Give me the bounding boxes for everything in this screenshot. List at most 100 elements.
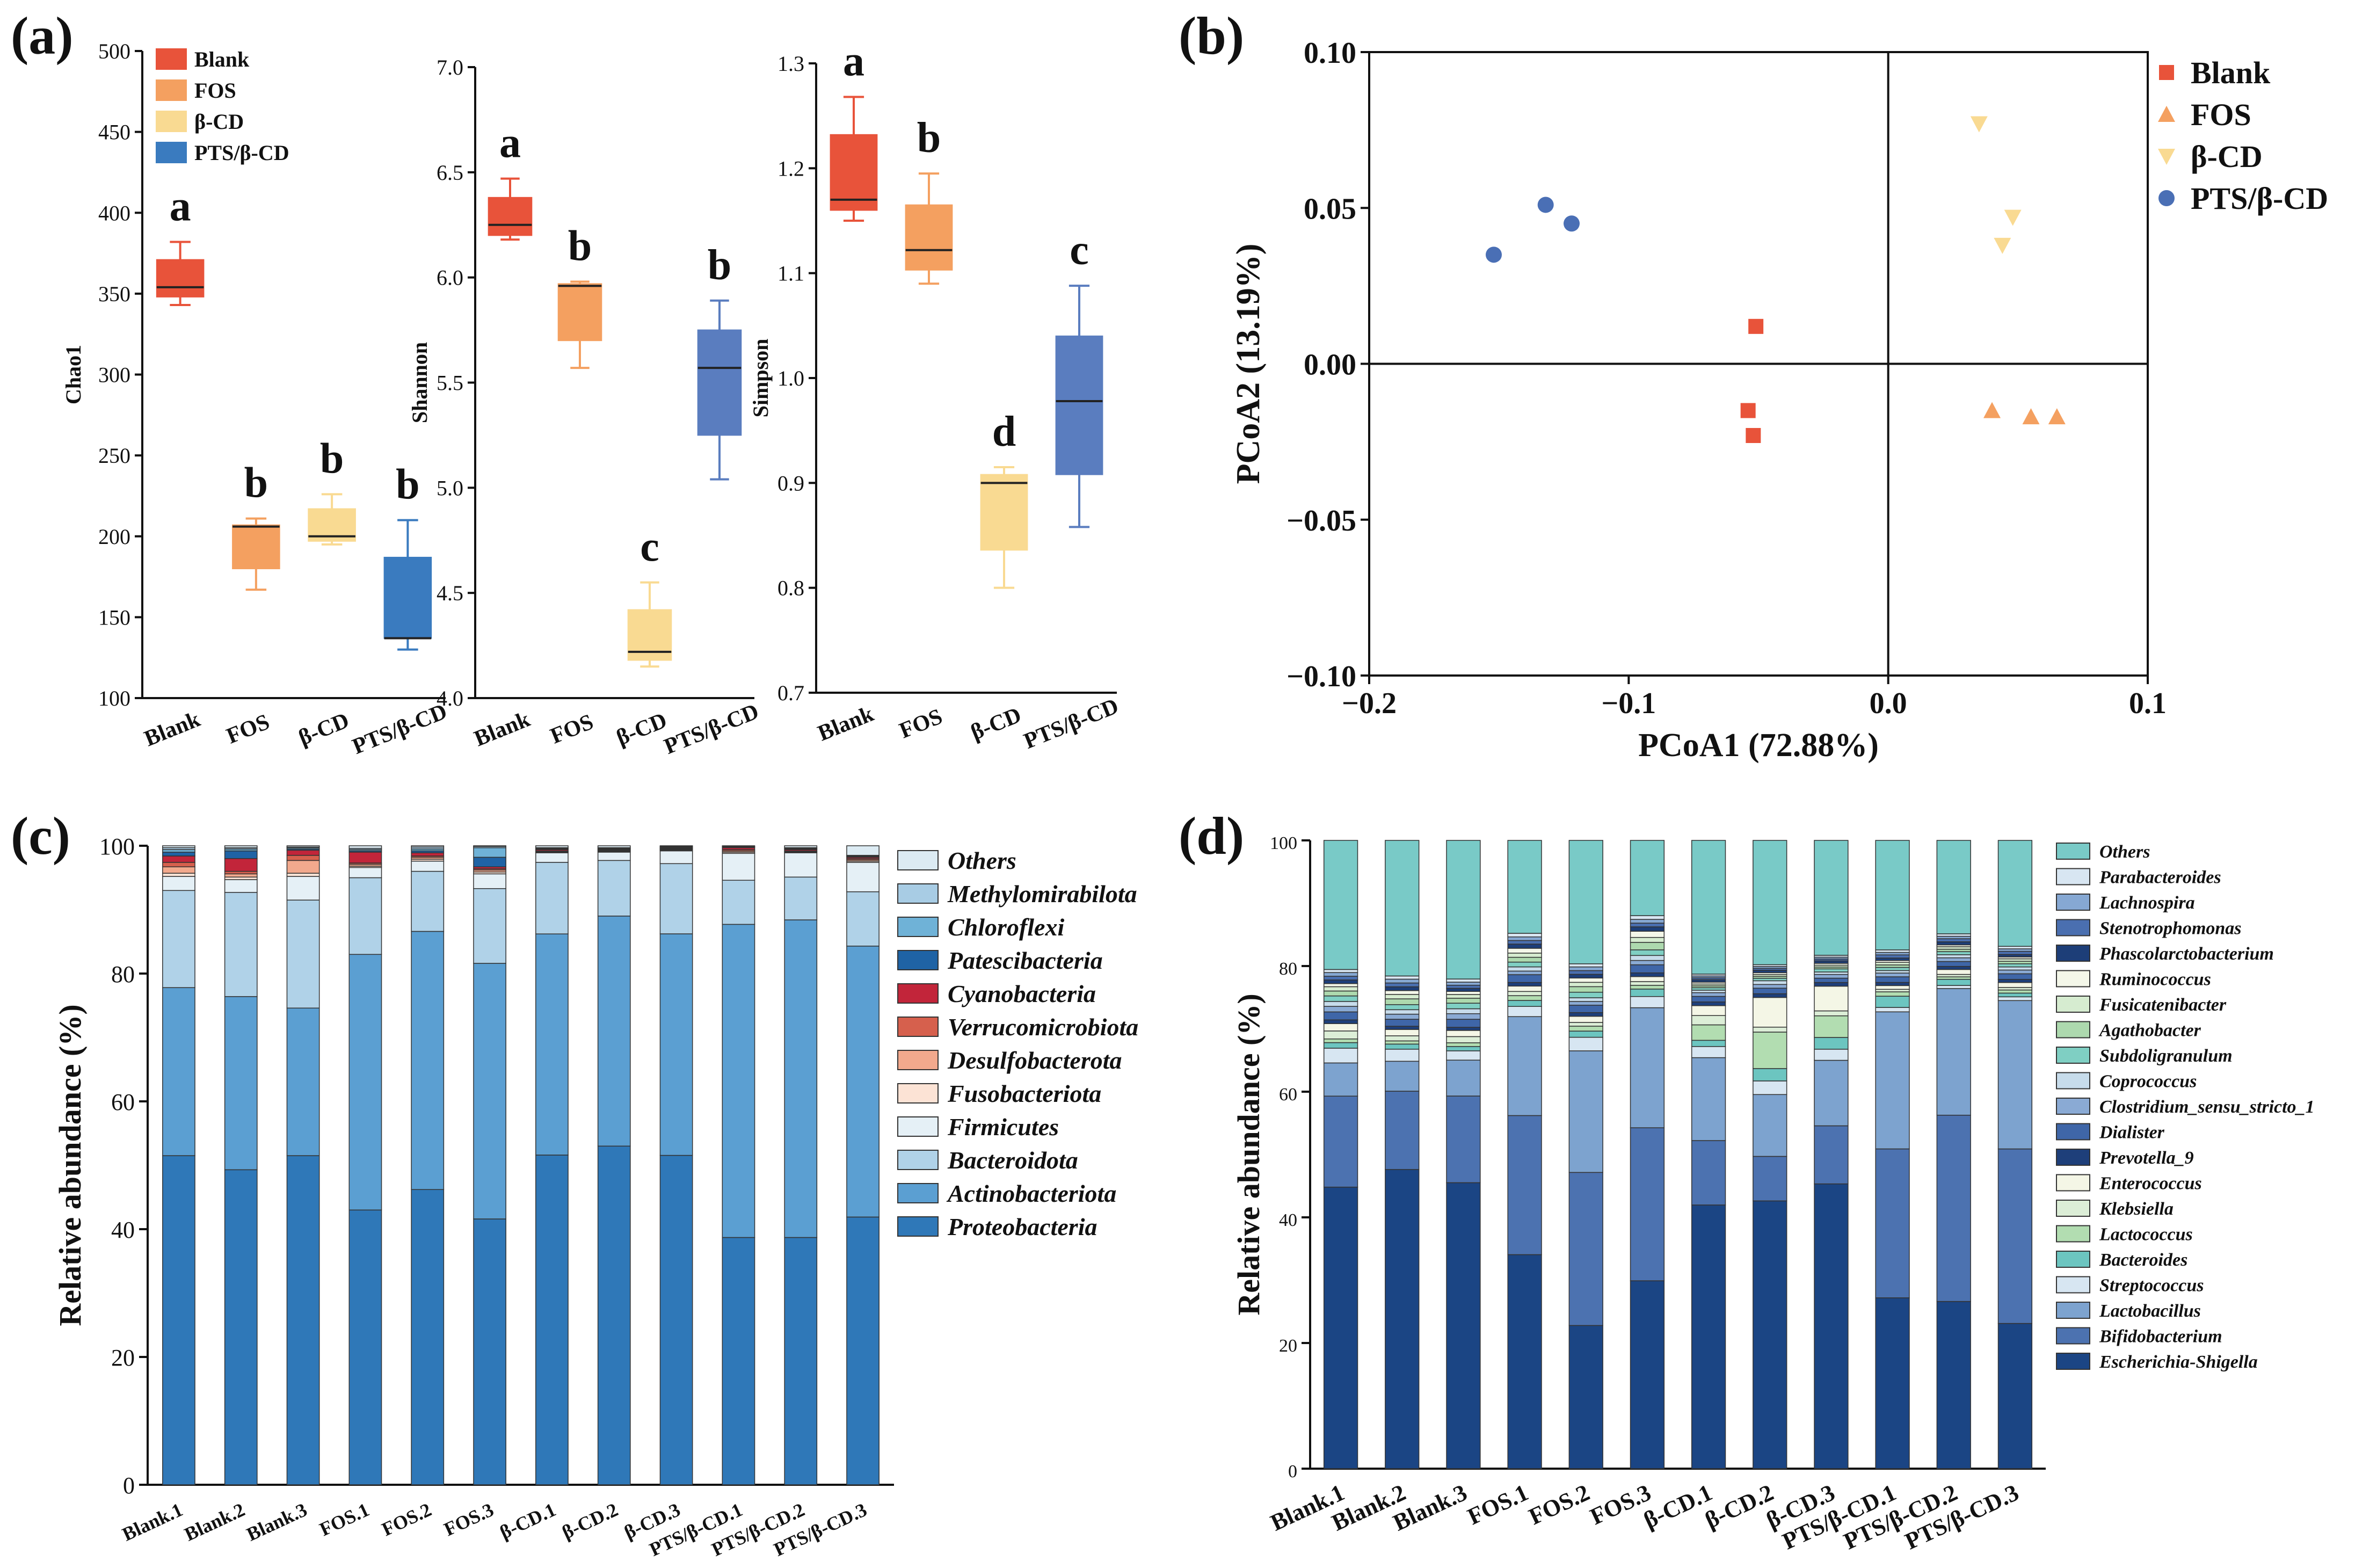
c-bar-segment: [286, 850, 320, 856]
d-bar-segment: [1568, 966, 1603, 971]
c-bar-segment: [659, 850, 693, 865]
d-bar-segment: [1753, 993, 1787, 998]
d-legend-swatch: [2056, 1021, 2090, 1039]
d-legend-label: Lachnospira: [2099, 893, 2195, 913]
d-bar-segment: [1875, 1011, 1910, 1150]
c-legend-swatch: [897, 1216, 939, 1237]
a-xtick-label: FOS: [547, 709, 597, 749]
c-bar-segment: [784, 1237, 818, 1485]
d-bar-segment: [1814, 1049, 1849, 1061]
a-ytick-label-0: 300: [98, 363, 130, 387]
d-bar-segment: [1691, 1001, 1726, 1006]
a-ytick-label-0: 500: [98, 39, 130, 63]
c-bar-segment: [411, 860, 445, 872]
d-ytick-label: 20: [1279, 1336, 1297, 1356]
panel-label-b: (b): [1179, 6, 1244, 66]
d-bar-segment: [1814, 968, 1849, 972]
d-bar-segment: [1691, 1204, 1726, 1469]
d-ytick-label: 40: [1279, 1210, 1297, 1230]
d-bar-segment: [1630, 960, 1665, 966]
a-ytick-label-2: 1.2: [777, 156, 804, 180]
d-legend-swatch: [2056, 1251, 2090, 1268]
a-xtick-label: β-CD: [295, 708, 353, 750]
c-legend-label: Cyanobacteria: [948, 980, 1096, 1007]
d-legend-label: Lactobacillus: [2099, 1301, 2201, 1321]
a-box-0-3: [383, 556, 432, 639]
d-bar-segment: [1630, 985, 1665, 990]
a-ytick-label-1: 4.0: [437, 686, 463, 710]
c-legend-label: Others: [948, 847, 1016, 874]
d-bar-segment: [1936, 985, 1971, 989]
d-bar-segment: [1936, 840, 1971, 934]
d-legend-swatch: [2056, 996, 2090, 1013]
a-xtick-label: FOS: [896, 704, 946, 743]
d-bar-segment: [1753, 1027, 1787, 1033]
d-bar-segment: [1753, 840, 1787, 966]
b-legend-label: FOS: [2191, 97, 2251, 132]
d-bar-segment: [1691, 1015, 1726, 1026]
d-bar-segment: [1385, 1040, 1420, 1045]
a-legend-swatch: [156, 79, 187, 101]
d-bar-segment: [1936, 954, 1971, 959]
d-bar-segment: [1568, 1036, 1603, 1051]
d-bar-segment: [1875, 991, 1910, 997]
d-bar-segment: [1385, 1029, 1420, 1036]
d-legend-label: Prevotella_9: [2099, 1148, 2194, 1168]
c-bar-segment: [286, 1007, 320, 1156]
a-legend-swatch: [156, 48, 187, 70]
c-legend-label: Proteobacteria: [947, 1213, 1097, 1240]
a-legend-label: FOS: [194, 78, 236, 103]
a-ytick-label-2: 1.3: [777, 52, 804, 76]
d-bar-segment: [1630, 919, 1665, 924]
d-bar-segment: [1323, 969, 1358, 973]
d-bar-segment: [1507, 956, 1542, 963]
c-xtick-label: FOS.3: [441, 1499, 497, 1540]
d-bar-segment: [1997, 996, 2033, 1001]
d-bar-segment: [1446, 1095, 1481, 1184]
d-legend-label: Clostridium_sensu_stricto_1: [2099, 1097, 2315, 1117]
c-bar-segment: [162, 876, 195, 891]
a-ytick-label-0: 400: [98, 201, 130, 225]
d-bar-segment: [1630, 981, 1665, 986]
c-legend-swatch: [897, 1183, 939, 1203]
c-bar-segment: [224, 845, 258, 848]
c-xtick-label: Blank.1: [119, 1499, 186, 1545]
d-ylabel: Relative abundance (%): [1231, 993, 1266, 1315]
a-ytick-label-1: 5.0: [437, 476, 463, 500]
d-bar-segment: [1814, 1010, 1849, 1017]
d-bar-segment: [1323, 990, 1358, 997]
d-bar-segment: [1385, 1169, 1420, 1469]
a-legend-label: PTS/β-CD: [194, 141, 289, 165]
d-legend-label: Fusicatenibacter: [2099, 995, 2227, 1015]
d-legend-label: Phascolarctobacterium: [2099, 944, 2274, 964]
d-bar-segment: [1753, 988, 1787, 994]
c-ytick-label: 0: [123, 1472, 135, 1499]
d-bar-segment: [1568, 1172, 1603, 1326]
a-ylabel-0: Chao1: [61, 345, 85, 404]
d-bar-segment: [1630, 1127, 1665, 1281]
d-legend-swatch: [2056, 1327, 2090, 1345]
b-point-FOS: [2022, 408, 2040, 425]
d-bar-segment: [1630, 996, 1665, 1008]
d-legend-swatch: [2056, 1123, 2090, 1141]
d-bar-segment: [1323, 1001, 1358, 1007]
d-bar-segment: [1385, 1091, 1420, 1170]
b-legend-marker: [2159, 65, 2174, 80]
d-bar-segment: [1507, 995, 1542, 1001]
a-box-2-1: [905, 204, 953, 271]
c-bar-segment: [348, 1209, 382, 1485]
d-xtick-label: β-CD.2: [1701, 1479, 1778, 1534]
d-bar-segment: [1385, 1043, 1420, 1050]
d-bar-segment: [1323, 995, 1358, 1002]
d-bar-segment: [1507, 933, 1542, 938]
d-legend-label: Others: [2099, 842, 2150, 862]
d-bar-segment: [1385, 990, 1420, 995]
d-bar-segment: [1385, 1049, 1420, 1062]
c-bar-segment: [784, 852, 818, 878]
d-legend-swatch: [2056, 1200, 2090, 1217]
d-legend-swatch: [2056, 945, 2090, 962]
d-bar-segment: [1507, 1000, 1542, 1007]
d-bar-segment: [1691, 1024, 1726, 1041]
c-legend-label: Firmicutes: [947, 1113, 1059, 1141]
a-ytick-label-1: 5.5: [437, 371, 463, 395]
